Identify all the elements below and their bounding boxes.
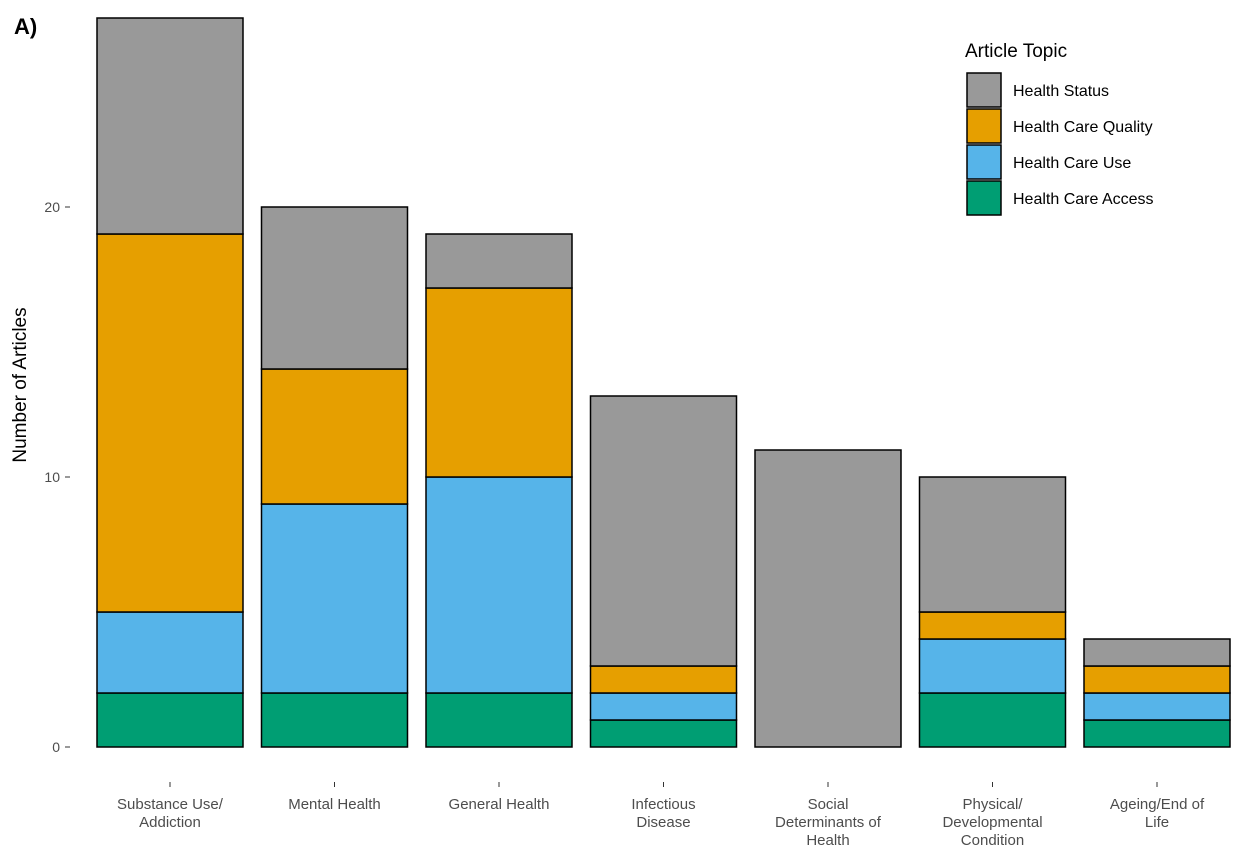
x-tick-label-line: General Health bbox=[449, 796, 550, 813]
bar-segment-health-care-use bbox=[918, 638, 1067, 694]
bar-segment-health-care-quality bbox=[1083, 665, 1231, 694]
x-tick-label: General Health bbox=[449, 796, 550, 813]
bar-segment-health-care-use bbox=[425, 476, 573, 694]
x-tick-label-line: Physical/ bbox=[962, 796, 1023, 813]
bar-segment-health-status bbox=[96, 17, 244, 235]
bar-segment-health-care-quality bbox=[918, 611, 1067, 640]
bar-segment-health-care-access bbox=[425, 692, 573, 748]
x-tick-label-line: Developmental bbox=[942, 814, 1042, 831]
bar-segment-health-status bbox=[754, 449, 902, 748]
bar-segment-health-care-quality bbox=[96, 233, 244, 613]
x-tick-label-line: Mental Health bbox=[288, 796, 381, 813]
y-axis-label: Number of Articles bbox=[10, 307, 31, 462]
legend-label: Health Care Use bbox=[1013, 155, 1131, 172]
legend-swatch bbox=[966, 108, 1002, 144]
bar-segment-health-status bbox=[1083, 638, 1231, 667]
x-tick-label-line: Health bbox=[806, 832, 849, 849]
legend-label: Health Care Access bbox=[1013, 191, 1154, 208]
bars bbox=[96, 17, 1231, 748]
bar-segment-health-care-use bbox=[260, 503, 409, 694]
bar-segment-health-status bbox=[589, 395, 738, 667]
legend-label: Health Status bbox=[1013, 83, 1109, 100]
x-tick-label: Ageing/End of Life bbox=[1110, 796, 1205, 831]
bar-segment-health-status bbox=[918, 476, 1067, 613]
legend-label: Health Care Quality bbox=[1013, 119, 1153, 136]
y-tick-label: 20 bbox=[44, 199, 60, 215]
bar-segment-health-care-use bbox=[589, 692, 738, 721]
x-tick-label-line: Infectious bbox=[631, 796, 695, 813]
x-axis: Substance Use/Addiction Mental Health Gene… bbox=[117, 782, 1205, 849]
x-tick-label-line: Social bbox=[808, 796, 849, 813]
bar-segment-health-care-quality bbox=[260, 368, 409, 505]
bar-segment-health-care-quality bbox=[589, 665, 738, 694]
bar-segment-health-care-access bbox=[1083, 719, 1231, 748]
x-tick-label-line: Life bbox=[1145, 814, 1169, 831]
x-tick-label-line: Addiction bbox=[139, 814, 201, 831]
bar-segment-health-care-access bbox=[589, 719, 738, 748]
legend-swatch bbox=[966, 72, 1002, 108]
panel-label: A) bbox=[14, 14, 38, 39]
bar-segment-health-care-use bbox=[1083, 692, 1231, 721]
bar-segment-health-care-access bbox=[260, 692, 409, 748]
y-tick-label: 10 bbox=[44, 469, 60, 485]
x-tick-label-line: Condition bbox=[961, 832, 1024, 849]
x-tick-label-line: Ageing/End of bbox=[1110, 796, 1205, 813]
y-axis: 0 10 20 bbox=[44, 199, 70, 755]
x-tick-label-line: Determinants of bbox=[775, 814, 882, 831]
bar-segment-health-status bbox=[425, 233, 573, 289]
x-tick-label: Physical/Developmental Condition bbox=[942, 796, 1042, 849]
legend-swatch bbox=[966, 180, 1002, 216]
y-tick-label: 0 bbox=[52, 739, 60, 755]
x-tick-label: Infectious Disease bbox=[631, 796, 695, 831]
legend: Article Topic Health Status Health Care Q… bbox=[965, 41, 1154, 216]
x-tick-label-line: Substance Use/ bbox=[117, 796, 224, 813]
bar-segment-health-care-access bbox=[96, 692, 244, 748]
bar-segment-health-care-quality bbox=[425, 287, 573, 478]
x-tick-label: Mental Health bbox=[288, 796, 381, 813]
bar-segment-health-status bbox=[260, 206, 409, 370]
x-tick-label-line: Disease bbox=[636, 814, 690, 831]
legend-swatch bbox=[966, 144, 1002, 180]
x-tick-label: Social Determinants of Health bbox=[775, 796, 882, 849]
bar-segment-health-care-use bbox=[96, 611, 244, 694]
legend-title: Article Topic bbox=[965, 41, 1067, 62]
bar-segment-health-care-access bbox=[918, 692, 1067, 748]
x-tick-label: Substance Use/Addiction bbox=[117, 796, 224, 831]
